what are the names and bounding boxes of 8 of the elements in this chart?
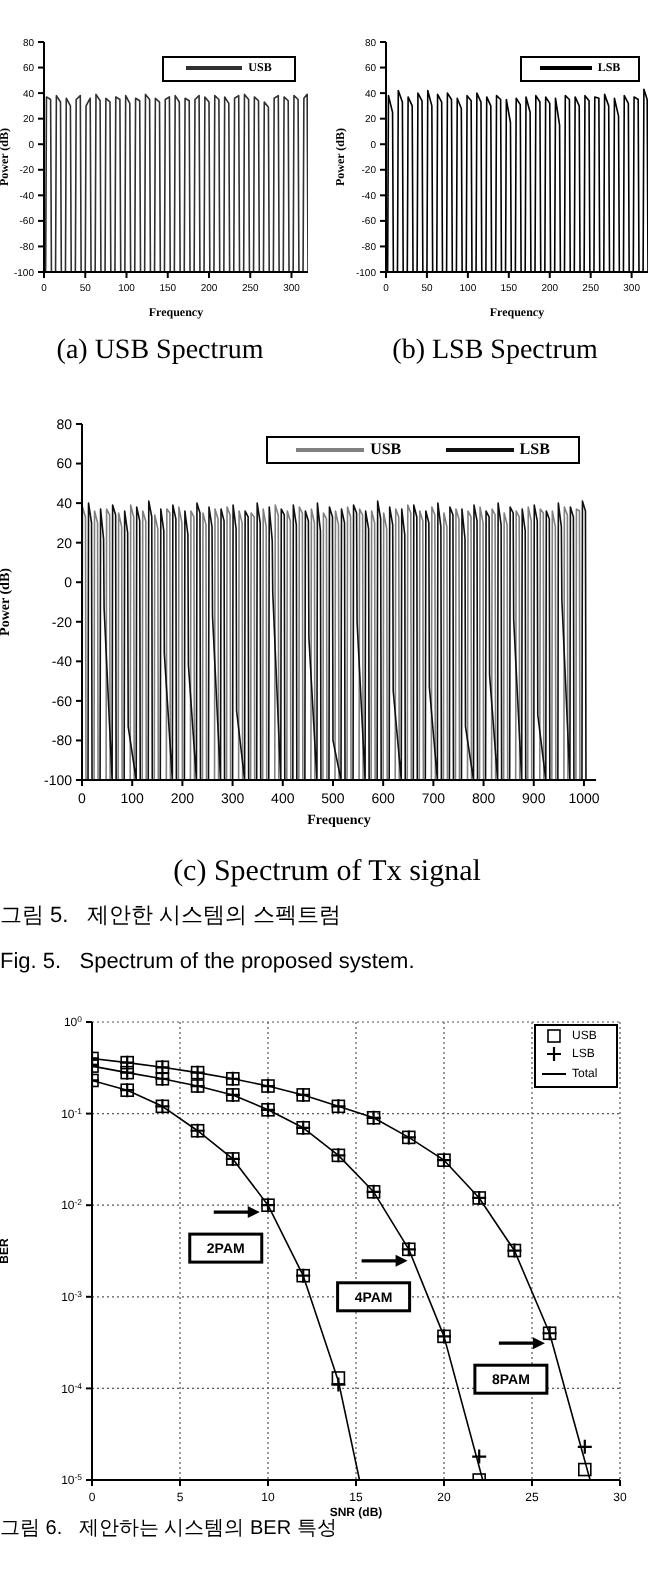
caption: Fig. 5. Spectrum of the proposed system.	[0, 950, 417, 977]
text: (c) Spectrum of Tx signal	[171, 854, 483, 890]
legend-label: LSB	[517, 440, 550, 461]
text: (a) USB Spectrum	[54, 336, 266, 370]
legend-label: USB	[368, 440, 402, 461]
caption: 그림 6. 제안하는 시스템의 BER 특성	[0, 1518, 339, 1542]
caption: 그림 5. 제안한 시스템의 스펙트럼	[0, 904, 344, 931]
text: (b) LSB Spectrum	[390, 336, 600, 370]
